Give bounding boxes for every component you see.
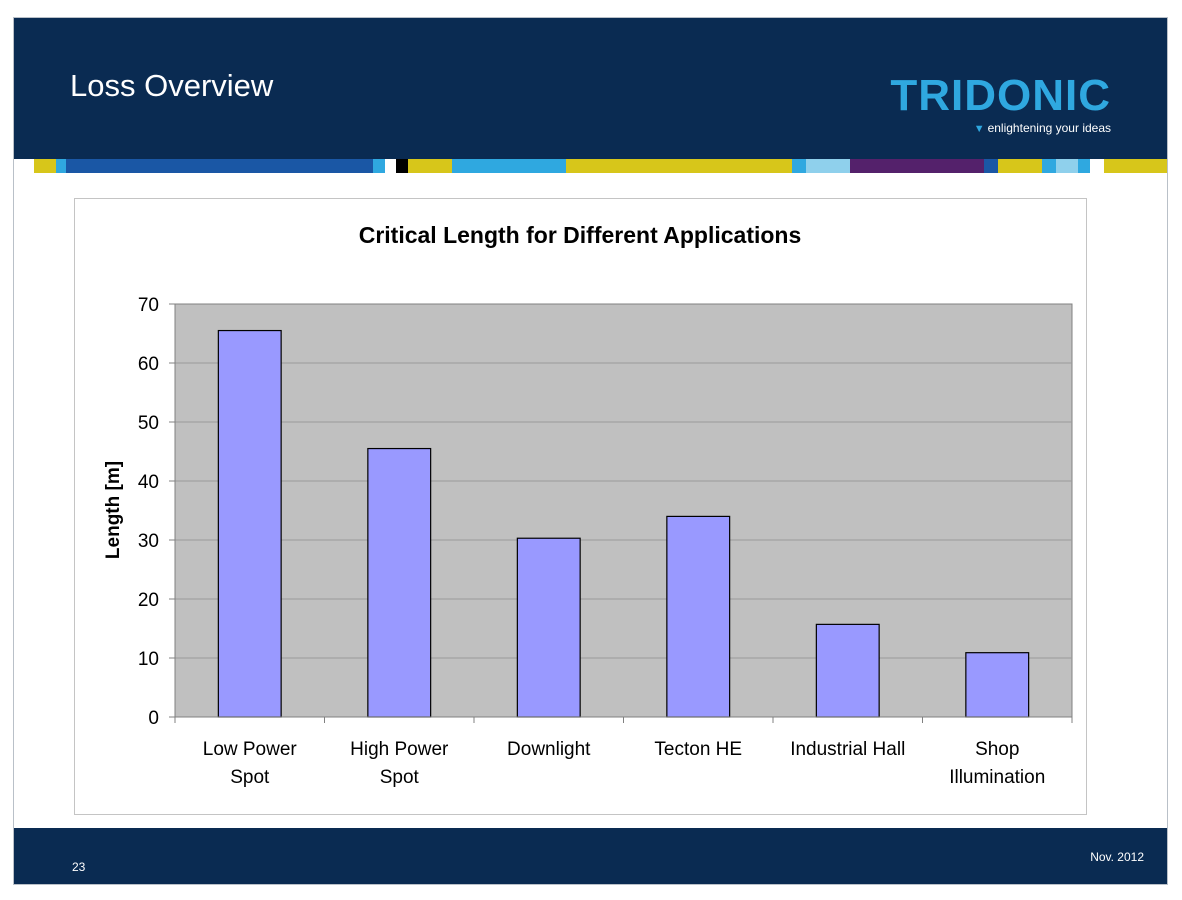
y-tick-label: 0: [148, 708, 159, 729]
y-tick-label: 50: [138, 413, 159, 434]
triangle-down-icon: ▼: [973, 123, 985, 135]
logo-tagline-row: ▼ enlightening your ideas: [890, 121, 1111, 135]
x-tick-label: Tecton HE: [654, 739, 742, 760]
slide-footer: 23 Nov. 2012: [14, 828, 1167, 884]
x-tick-labels: Low Power Spot High Power Spot Downlight Tect…: [203, 739, 1046, 788]
y-axis-label: Length [m]: [103, 461, 124, 559]
plot-area: [174, 303, 1073, 718]
slide: Loss Overview TRIDONIC ▼ enlightening you…: [13, 17, 1168, 885]
decorative-color-stripe: [14, 159, 1167, 173]
x-tick-label: Low Power: [203, 739, 298, 760]
slide-header: Loss Overview TRIDONIC ▼ enlightening you…: [14, 18, 1167, 159]
y-tick-labels: 0 10 20 30 40 50 60 70: [138, 295, 159, 729]
slide-title: Loss Overview: [70, 68, 274, 103]
bar: [217, 329, 282, 718]
bar: [666, 515, 731, 718]
x-tick-label: Downlight: [507, 739, 591, 760]
logo-wordmark: TRIDONIC: [890, 71, 1111, 120]
chart-frame: Critical Length for Different Applicatio…: [74, 198, 1087, 815]
x-tick-label: Spot: [380, 767, 420, 788]
y-tick-label: 30: [138, 531, 159, 552]
x-tick-label: High Power: [350, 739, 449, 760]
y-tick-label: 20: [138, 590, 159, 611]
x-tick-label: Spot: [230, 767, 270, 788]
y-tick-label: 40: [138, 472, 159, 493]
bar-chart: Critical Length for Different Applicatio…: [103, 222, 1073, 788]
y-tick-label: 70: [138, 295, 159, 316]
y-tick-label: 60: [138, 354, 159, 375]
page-number: 23: [72, 860, 86, 874]
logo-tagline: enlightening your ideas: [987, 121, 1111, 135]
bar: [815, 623, 880, 718]
y-tick-label: 10: [138, 649, 159, 670]
x-tick-label: Industrial Hall: [790, 739, 905, 760]
bars: [217, 329, 1030, 718]
bar: [965, 652, 1030, 718]
axes: [169, 303, 1073, 723]
tridonic-logo: TRIDONIC ▼ enlightening your ideas: [890, 71, 1111, 136]
gridlines: [175, 362, 1072, 659]
chart-title: Critical Length for Different Applicatio…: [359, 222, 802, 248]
slide-date: Nov. 2012: [1090, 850, 1144, 864]
x-tick-label: Illumination: [949, 767, 1045, 788]
bar: [367, 447, 432, 718]
x-tick-label: Shop: [975, 739, 1019, 760]
bar: [516, 537, 581, 718]
